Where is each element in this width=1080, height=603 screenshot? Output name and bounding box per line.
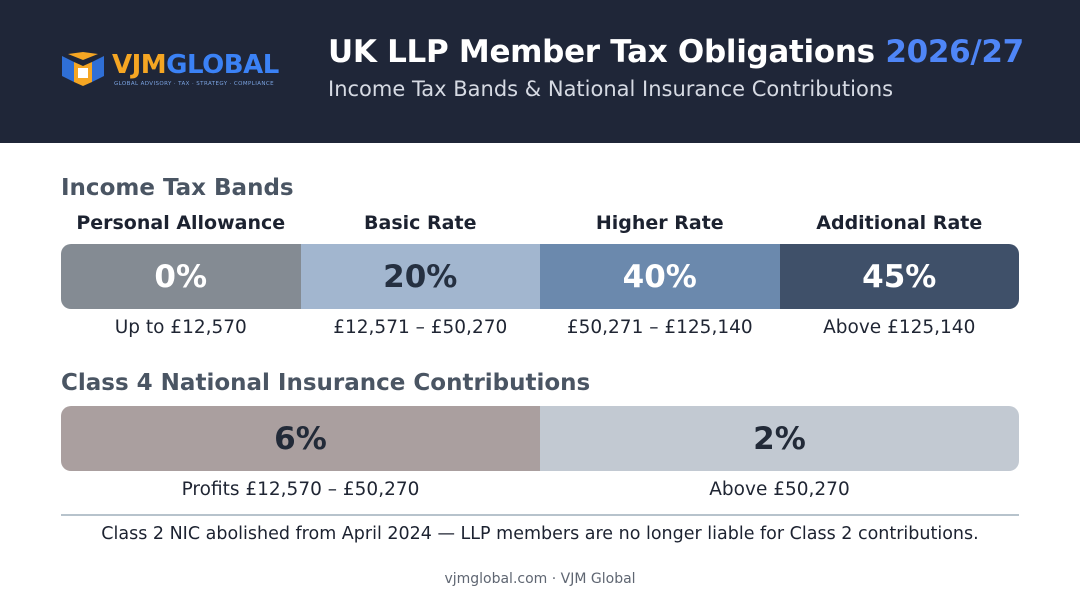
- page-title-main: UK LLP Member Tax Obligations: [328, 34, 875, 70]
- page-title-year: 2026/27: [885, 34, 1024, 70]
- band-name-personal-allowance: Personal Allowance: [76, 212, 286, 234]
- ni-rate-bar: 6% 2%: [61, 406, 1019, 471]
- range-additional-rate: Above £125,140: [823, 317, 976, 338]
- logo-mark-icon: [62, 52, 104, 86]
- class2-note: Class 2 NIC abolished from April 2024 — …: [101, 524, 979, 544]
- range-higher-rate: £50,271 – £125,140: [566, 317, 753, 338]
- income-tax-band-names: Personal Allowance Basic Rate Higher Rat…: [61, 212, 1019, 240]
- band-name-higher-rate: Higher Rate: [595, 212, 724, 234]
- income-tax-section-title: Income Tax Bands: [61, 175, 294, 201]
- rate-additional: 45%: [779, 244, 1019, 309]
- page-title: UK LLP Member Tax Obligations 2026/27: [328, 34, 1024, 70]
- band-name-additional-rate: Additional Rate: [816, 212, 983, 234]
- ni-rate-main: 6%: [61, 406, 540, 471]
- rate-basic: 20%: [300, 244, 540, 309]
- band-name-basic-rate: Basic Rate: [364, 212, 477, 234]
- footer-credit: vjmglobal.com · VJM Global: [444, 571, 636, 587]
- logo-tagline: GLOBAL ADVISORY · TAX · STRATEGY · COMPL…: [114, 81, 275, 87]
- header-banner: VJMGLOBAL GLOBAL ADVISORY · TAX · STRATE…: [0, 0, 1080, 143]
- logo-wordmark: VJMGLOBAL: [112, 50, 279, 80]
- logo-brand-part2: GLOBAL: [166, 50, 279, 80]
- range-basic-rate: £12,571 – £50,270: [333, 317, 508, 338]
- range-personal-allowance: Up to £12,570: [114, 317, 247, 338]
- ni-section-title: Class 4 National Insurance Contributions: [61, 370, 591, 396]
- ni-range-main: Profits £12,570 – £50,270: [181, 479, 420, 500]
- income-tax-rate-bar: 0% 20% 40% 45%: [61, 244, 1019, 309]
- divider: [61, 514, 1019, 516]
- page-subtitle: Income Tax Bands & National Insurance Co…: [328, 77, 894, 101]
- vjm-global-logo: VJMGLOBAL GLOBAL ADVISORY · TAX · STRATE…: [60, 50, 310, 92]
- income-tax-band-ranges: Up to £12,570 £12,571 – £50,270 £50,271 …: [61, 317, 1019, 343]
- rate-personal-allowance: 0%: [61, 244, 301, 309]
- ni-range-upper: Above £50,270: [709, 479, 850, 500]
- rate-higher: 40%: [540, 244, 780, 309]
- logo-brand-part1: VJM: [112, 50, 167, 80]
- ni-rate-upper: 2%: [540, 406, 1019, 471]
- ni-band-ranges: Profits £12,570 – £50,270 Above £50,270: [61, 479, 1019, 505]
